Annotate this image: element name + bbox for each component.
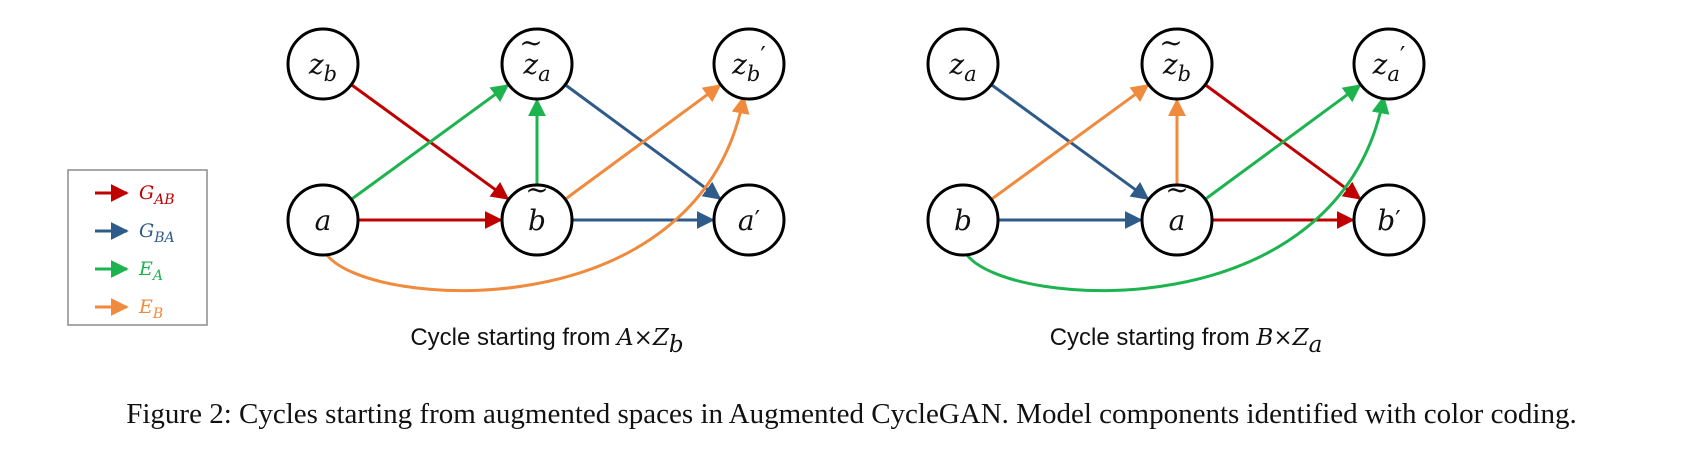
node-label: za bbox=[522, 48, 550, 86]
subcaption-right-math: B×Z bbox=[1255, 325, 1309, 351]
diagram-left: zb za~zb′a b~a′ Cycle starting from A×Zb bbox=[286, 26, 786, 358]
node-circle bbox=[1140, 27, 1214, 101]
tilde-mark: ~ bbox=[519, 26, 542, 59]
node-circle bbox=[500, 27, 574, 101]
node-left-a: a bbox=[286, 183, 360, 257]
edges-right bbox=[965, 83, 1390, 293]
subcaption-left: Cycle starting from A×Zb bbox=[410, 324, 683, 358]
tilde-mark: ~ bbox=[1165, 173, 1188, 206]
node-label: za bbox=[948, 48, 976, 86]
node-label: zb′ bbox=[731, 42, 766, 86]
node-left-zb_p: zb′ bbox=[712, 27, 786, 101]
node-right-a_t: a~ bbox=[1140, 173, 1214, 257]
legend-label: EA bbox=[138, 258, 163, 284]
node-circle bbox=[1352, 183, 1426, 257]
edges-left bbox=[325, 83, 750, 293]
edge-a-to-za_t bbox=[350, 83, 510, 201]
node-right-b_p: b′ bbox=[1352, 183, 1426, 257]
diagram-right: za zb~za′b a~b′ Cycle starting from B×Za bbox=[926, 26, 1426, 358]
node-label: b bbox=[528, 204, 546, 237]
node-circle bbox=[1352, 27, 1426, 101]
node-circle bbox=[712, 27, 786, 101]
node-left-a_p: a′ bbox=[712, 183, 786, 257]
node-circle bbox=[926, 27, 1000, 101]
tilde-mark: ~ bbox=[525, 173, 548, 206]
node-label: a′ bbox=[738, 204, 760, 237]
node-label: za′ bbox=[1372, 42, 1406, 86]
legend-item-g-ba: GBA bbox=[95, 220, 175, 246]
subcaption-right-math-sub: a bbox=[1309, 332, 1323, 358]
node-right-zb_t: zb~ bbox=[1140, 26, 1214, 101]
node-circle bbox=[286, 27, 360, 101]
legend: GAB GBA EA EB bbox=[67, 169, 208, 326]
edge-a-to-zb_p bbox=[325, 95, 750, 293]
nodes-left: zb za~zb′a b~a′ bbox=[286, 26, 786, 257]
edge-a_t-to-za_p bbox=[1204, 84, 1362, 201]
node-circle bbox=[712, 183, 786, 257]
legend-box bbox=[67, 169, 208, 326]
edge-b-to-zb_t bbox=[990, 83, 1150, 201]
edge-b_t-to-zb_p bbox=[564, 84, 722, 201]
node-circle bbox=[1140, 183, 1214, 257]
legend-item-e-b: EB bbox=[95, 296, 163, 322]
node-left-b_t: b~ bbox=[500, 173, 574, 257]
node-label: b′ bbox=[1377, 204, 1400, 237]
node-label: zb bbox=[308, 48, 337, 86]
node-left-zb: zb bbox=[286, 27, 360, 101]
node-circle bbox=[926, 183, 1000, 257]
subcaption-left-math-sub: b bbox=[669, 332, 684, 358]
subcaption-right: Cycle starting from B×Za bbox=[1050, 324, 1323, 358]
node-right-za: za bbox=[926, 27, 1000, 101]
node-label: a bbox=[1169, 204, 1186, 237]
node-circle bbox=[286, 183, 360, 257]
node-left-za_t: za~ bbox=[500, 26, 574, 101]
legend-item-e-a: EA bbox=[95, 258, 163, 284]
tilde-mark: ~ bbox=[1159, 26, 1182, 59]
node-right-za_p: za′ bbox=[1352, 27, 1426, 101]
node-circle bbox=[500, 183, 574, 257]
subcaption-left-text: Cycle starting from bbox=[410, 324, 617, 351]
node-label: a bbox=[315, 204, 332, 237]
edge-b-to-za_p bbox=[965, 95, 1390, 293]
node-right-b: b bbox=[926, 183, 1000, 257]
nodes-right: za zb~za′b a~b′ bbox=[926, 26, 1426, 257]
figure-caption: Figure 2: Cycles starting from augmented… bbox=[126, 398, 1577, 430]
legend-label: GAB bbox=[139, 182, 175, 208]
subcaption-right-text: Cycle starting from bbox=[1050, 324, 1257, 351]
node-label: zb bbox=[1162, 48, 1191, 86]
node-label: b bbox=[954, 204, 972, 237]
subcaption-left-math: A×Z bbox=[615, 325, 670, 351]
legend-label: EB bbox=[138, 296, 163, 322]
legend-item-g-ab: GAB bbox=[95, 182, 175, 208]
legend-label: GBA bbox=[139, 220, 175, 246]
